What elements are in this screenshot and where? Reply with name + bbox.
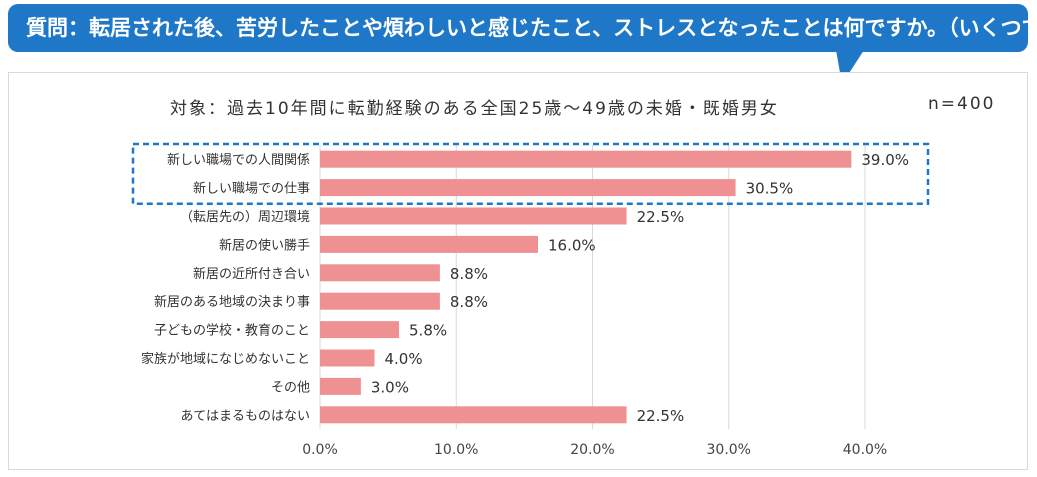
category-label: 新居の使い勝手	[219, 237, 310, 253]
category-label: その他	[271, 380, 310, 395]
chart-panel	[8, 72, 1028, 470]
bar	[320, 150, 852, 168]
value-label: 16.0%	[548, 236, 596, 254]
chart-subtitle: 対象：過去10年間に転勤経験のある全国25歳～49歳の未婚・既婚男女	[170, 99, 779, 119]
category-label: 新居のある地域の決まり事	[154, 294, 310, 310]
value-label: 22.5%	[637, 407, 685, 425]
category-label: あてはまるものはない	[181, 409, 310, 424]
bar	[320, 321, 400, 339]
bar	[320, 235, 538, 253]
category-label: 子どもの学校・教育のこと	[154, 323, 310, 339]
category-label: （転居先の）周辺環境	[180, 210, 310, 225]
x-tick-label: 30.0%	[707, 442, 751, 458]
bar	[320, 264, 440, 282]
question-banner: 質問：転居された後、苦労したことや煩わしいと感じたこと、ストレスとなったことは何…	[8, 4, 1028, 52]
bar	[320, 207, 627, 225]
bar	[320, 179, 736, 197]
highlight-box	[131, 142, 930, 206]
question-text: 質問：転居された後、苦労したことや煩わしいと感じたこと、ストレスとなったことは何…	[26, 16, 1028, 40]
category-label: 新しい職場での仕事	[193, 181, 310, 197]
value-label: 8.8%	[450, 293, 488, 311]
value-label: 22.5%	[637, 208, 685, 226]
value-label: 4.0%	[385, 350, 423, 368]
value-label: 3.0%	[371, 378, 409, 396]
value-label: 30.5%	[746, 180, 794, 198]
x-tick-label: 0.0%	[302, 442, 338, 458]
value-label: 5.8%	[409, 322, 447, 340]
bar	[320, 377, 361, 395]
bar	[320, 406, 627, 424]
x-tick-label: 20.0%	[570, 442, 614, 458]
x-tick-label: 10.0%	[434, 442, 478, 458]
value-label: 39.0%	[861, 151, 909, 169]
category-label: 新居の近所付き合い	[193, 266, 310, 282]
bar	[320, 292, 440, 310]
category-label: 家族が地域になじめないこと	[141, 351, 310, 367]
value-label: 8.8%	[450, 265, 488, 283]
x-tick-label: 40.0%	[843, 442, 887, 458]
category-label: 新しい職場での人間関係	[167, 152, 310, 168]
sample-size: n=400	[928, 94, 996, 114]
bar	[320, 349, 375, 367]
